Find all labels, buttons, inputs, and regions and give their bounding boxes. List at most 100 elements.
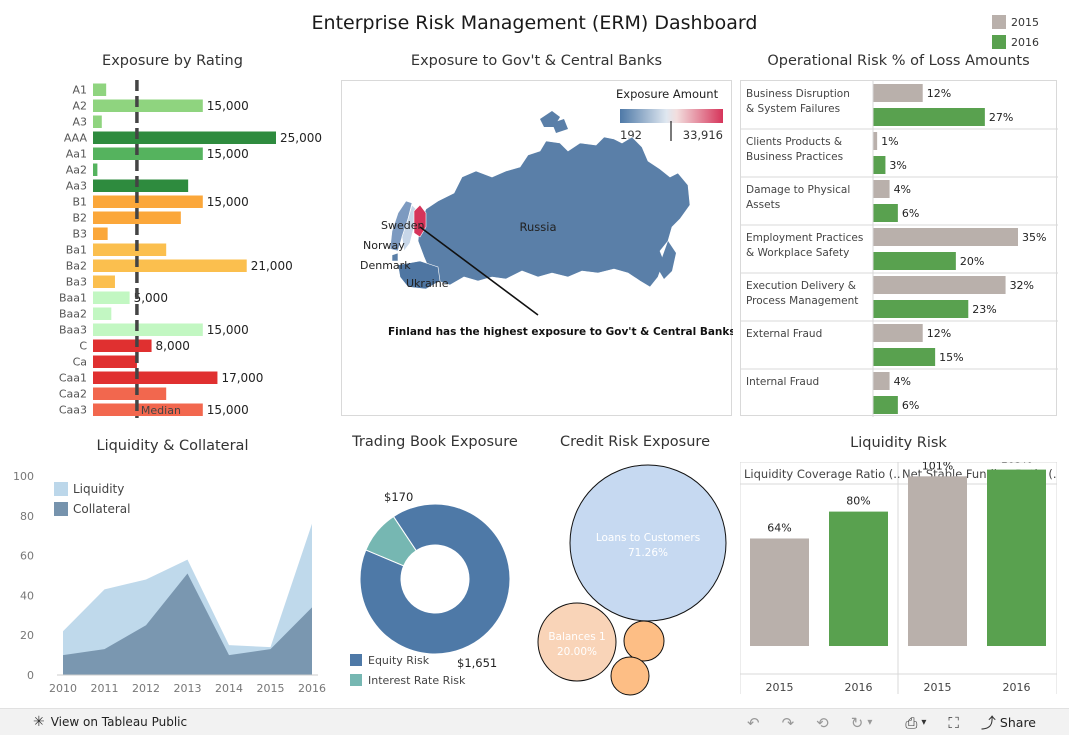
view-on-tableau-link[interactable]: ✳ View on Tableau Public (33, 714, 187, 730)
donut-slice-0 (359, 503, 511, 655)
lr-x-tick: 2016 (845, 681, 873, 694)
rating-value-label: 17,000 (221, 371, 263, 385)
rating-value-label: 15,000 (207, 147, 249, 161)
trading-book-chart[interactable]: $170 $1,651 Equity Risk Interest Rate Risk (341, 455, 531, 700)
share-icon[interactable]: ⤴ (980, 714, 996, 732)
rating-bar (93, 115, 102, 128)
area-x-tick: 2015 (257, 682, 285, 695)
map-legend-title: Exposure Amount (616, 87, 719, 101)
oprisk-value-label: 3% (889, 159, 906, 172)
map-country-ukraine[interactable] (397, 260, 441, 290)
legend-item-2016[interactable]: 2016 (992, 32, 1039, 52)
rating-bar (93, 243, 167, 256)
map-label-ukraine: Ukraine (406, 277, 449, 290)
rating-value-label: 8,000 (156, 339, 190, 353)
credit-risk-chart[interactable]: Loans to Customers 71.26% Balances 1 20.00% (533, 455, 738, 700)
chevron-down-icon[interactable]: ▾ (921, 717, 927, 728)
revert-icon[interactable]: ⟲ (816, 713, 829, 732)
area-y-tick: 20 (20, 629, 34, 642)
area-legend-label: Liquidity (73, 482, 124, 496)
oprisk-value-label: 1% (881, 135, 898, 148)
oprisk-bar-2015 (873, 180, 890, 198)
area-legend-swatch (54, 502, 68, 516)
rating-bar (93, 131, 276, 144)
oprisk-bar-2016 (873, 348, 936, 366)
liquidity-collateral-title: Liquidity & Collateral (96, 438, 249, 454)
liquidity-collateral-chart[interactable]: 0 20 40 60 80 100 2010 2011 2012 2013 2014 2015 2016… (0, 462, 335, 702)
lr-bar (987, 469, 1046, 646)
map-annotation-text: Finland has the highest exposure to Gov'… (388, 326, 733, 338)
rating-tick-label: Aa2 (66, 164, 87, 177)
area-series-collateral (63, 573, 312, 675)
rating-bar (93, 147, 203, 160)
map-russia-east-coast (658, 241, 676, 279)
oprisk-category-label: Employment Practices (746, 232, 863, 244)
liquidity-risk-chart[interactable]: Liquidity Coverage Ratio (.. 64% 2015 80% 20… (740, 462, 1057, 702)
rating-value-label: 5,000 (134, 291, 168, 305)
oprisk-category-label: Business Practices (746, 151, 843, 163)
oprisk-value-label: 12% (927, 87, 951, 100)
rating-value-label: 15,000 (207, 99, 249, 113)
lr-bar (750, 538, 809, 646)
oprisk-category-label: Internal Fraud (746, 376, 819, 388)
rating-bar (93, 99, 203, 112)
map-label-norway: Norway (363, 239, 405, 252)
map-country-denmark[interactable] (391, 252, 399, 262)
liquidity-risk-title: Liquidity Risk (850, 435, 947, 451)
oprisk-bar-2016 (873, 108, 985, 126)
bubble-1 (537, 602, 617, 682)
redo-icon[interactable]: ↷ (781, 713, 795, 732)
share-button[interactable]: Share (999, 715, 1036, 730)
donut-legend-swatch (350, 654, 362, 666)
oprisk-value-label: 12% (927, 327, 951, 340)
rating-tick-label: B2 (72, 212, 87, 225)
fullscreen-icon[interactable]: ⛶ (948, 713, 959, 732)
chevron-down-icon[interactable]: ▾ (867, 717, 873, 728)
lr-panel-header: Liquidity Coverage Ratio (.. (744, 467, 901, 481)
map-country-russia[interactable] (417, 136, 691, 288)
legend-swatch-2016 (992, 35, 1006, 49)
area-x-tick: 2012 (132, 682, 160, 695)
bubble-3 (610, 656, 650, 696)
rating-bar (93, 227, 108, 240)
rating-value-label: 15,000 (207, 195, 249, 209)
area-y-tick: 80 (20, 510, 34, 523)
area-y-tick: 0 (27, 669, 34, 682)
legend-item-2015[interactable]: 2015 (992, 12, 1039, 32)
download-icon[interactable]: ⎙ (905, 713, 918, 732)
lr-value-label: 101% (922, 462, 953, 472)
area-x-tick: 2016 (298, 682, 326, 695)
operational-risk-svg: Business Disruption & System Failures 12% 2… (741, 81, 1058, 417)
oprisk-value-label: 15% (939, 351, 963, 364)
rating-bar (93, 291, 130, 304)
undo-icon[interactable]: ↶ (747, 713, 760, 732)
dashboard-title: Enterprise Risk Management (ERM) Dashboa… (311, 12, 758, 34)
oprisk-bar-2015 (873, 372, 890, 390)
oprisk-value-label: 6% (902, 399, 919, 412)
median-label: Median (141, 404, 181, 417)
trading-book-title: Trading Book Exposure (352, 434, 518, 450)
legend-label-2015: 2015 (1011, 15, 1039, 29)
lr-value-label: 105% (1001, 462, 1032, 466)
rating-bar (93, 339, 152, 352)
operational-risk-chart[interactable]: Business Disruption & System Failures 12% 2… (740, 80, 1058, 417)
credit-risk-title: Credit Risk Exposure (559, 434, 710, 450)
oprisk-bar-2016 (873, 252, 956, 270)
refresh-icon[interactable]: ↻ (850, 713, 864, 732)
rating-bar (93, 83, 107, 96)
rating-bar (93, 275, 115, 288)
map-legend-gradient (620, 109, 723, 123)
gov-exposure-map[interactable]: Exposure Amount 192 33,916 Russia Sweden… (341, 80, 736, 416)
map-label-russia: Russia (520, 220, 557, 234)
area-x-tick: 2010 (49, 682, 77, 695)
lr-bar (908, 476, 967, 646)
rating-tick-label: Caa3 (59, 404, 87, 417)
bubble-name-label: Balances 1 (548, 631, 605, 643)
rating-bar (93, 179, 189, 192)
rating-tick-label: A1 (72, 84, 87, 97)
map-russia-island-2 (552, 119, 568, 133)
exposure-by-rating-chart[interactable]: A1 A2 15,000 A3 AAA 25,000 Aa1 15,000 Aa2 Aa3 B1 15… (0, 78, 335, 420)
rating-bar (93, 355, 137, 368)
rating-tick-label: Ba3 (66, 276, 87, 289)
bubble-name-label: Loans to Customers (596, 532, 700, 544)
